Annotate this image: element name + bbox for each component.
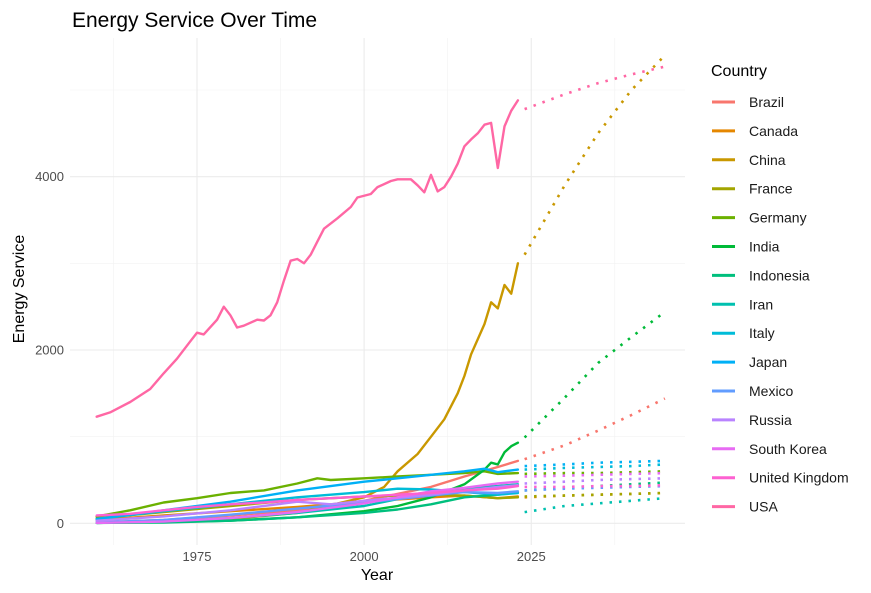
series-lines (95, 54, 666, 525)
legend-label-united-kingdom: United Kingdom (749, 470, 849, 486)
x-axis-ticks: 1975 2000 2025 (183, 549, 546, 564)
series-projection-china (523, 54, 666, 256)
y-tick-label: 4000 (35, 169, 64, 184)
series-projection-russia (524, 477, 665, 485)
legend-label-indonesia: Indonesia (749, 267, 810, 283)
legend-label-mexico: Mexico (749, 383, 794, 399)
y-axis-label: Energy Service (11, 235, 28, 344)
legend-items: Brazil Canada China France Germany India Indon… (712, 94, 849, 515)
legend-label-china: China (749, 152, 786, 168)
legend-label-india: India (749, 239, 780, 255)
series-projection-france (524, 491, 665, 498)
legend-label-italy: Italy (749, 325, 775, 341)
legend-label-japan: Japan (749, 354, 787, 370)
series-line-indonesia (95, 490, 520, 525)
grid (70, 38, 685, 545)
legend-label-germany: Germany (749, 210, 807, 226)
legend-label-russia: Russia (749, 412, 792, 428)
legend-title: Country (711, 63, 767, 80)
series-line-germany (95, 470, 520, 518)
y-axis-ticks: 0 2000 4000 (35, 169, 64, 531)
series-projection-usa (524, 65, 666, 111)
y-tick-label: 2000 (35, 343, 64, 358)
x-axis-label: Year (361, 567, 394, 584)
series-line-united-kingdom (95, 484, 520, 517)
legend-label-brazil: Brazil (749, 94, 784, 110)
series-projection-iran (524, 496, 666, 514)
legend-label-canada: Canada (749, 123, 798, 139)
series-line-usa (95, 99, 520, 418)
legend-label-iran: Iran (749, 296, 773, 312)
series-projection-japan (524, 459, 665, 468)
legend: Country Brazil Canada China France Germany In… (711, 63, 849, 515)
y-tick-label: 0 (57, 516, 64, 531)
series-projection-brazil (524, 397, 666, 461)
chart-title: Energy Service Over Time (72, 9, 317, 32)
series-projection-united-kingdom (524, 483, 665, 489)
legend-label-south-korea: South Korea (749, 441, 827, 457)
legend-label-usa: USA (749, 499, 778, 515)
series-projection-india (523, 310, 666, 439)
series-line-south-korea (95, 480, 520, 525)
x-tick-label: 2025 (517, 549, 546, 564)
series-projection-germany (524, 470, 665, 476)
x-tick-label: 2000 (350, 549, 379, 564)
x-tick-label: 1975 (183, 549, 212, 564)
series-line-china (95, 262, 520, 524)
legend-label-france: France (749, 181, 793, 197)
series-line-japan (95, 467, 520, 521)
